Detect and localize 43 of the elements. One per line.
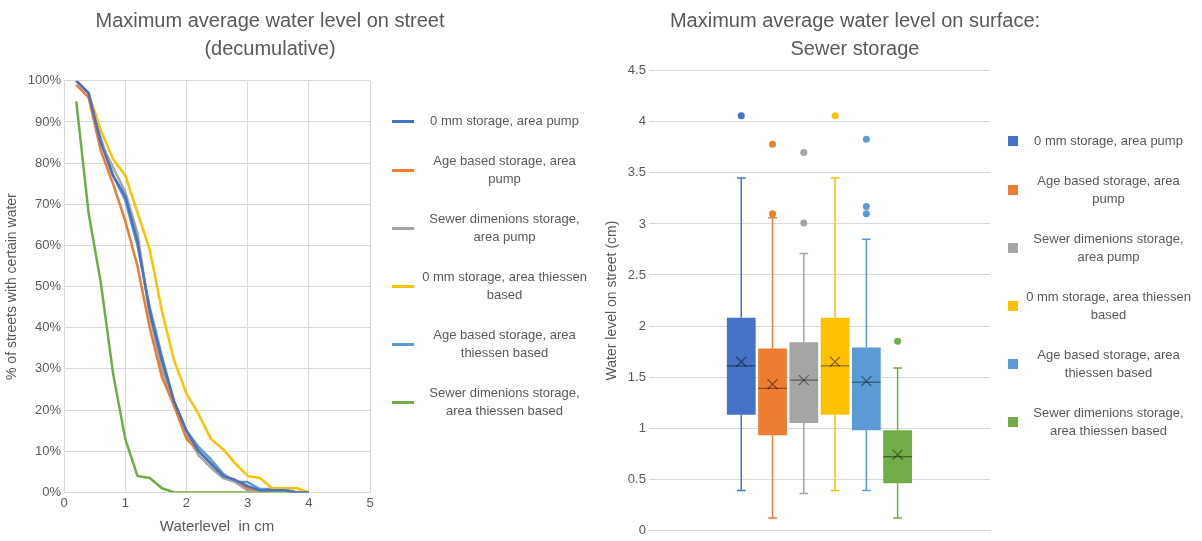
x-tick-label: 4	[305, 494, 313, 510]
y-tick-label: 80%	[35, 154, 62, 170]
chart-title: Maximum average water level on street (decumulative)	[94, 8, 446, 61]
legend-label: 0 mm storage, area pump	[429, 112, 580, 130]
legend-label: Sewer dimenions storage, area thiessen based	[428, 384, 581, 420]
y-tick-label: 1.5	[627, 368, 646, 384]
y-axis-title: Water level on street (cm)	[603, 220, 620, 381]
legend-label: Age based storage, area pump	[1036, 172, 1181, 208]
y-tick-label: 70%	[35, 195, 62, 211]
legend-label: 0 mm storage, area thiessen based	[1026, 288, 1191, 324]
y-axis-title: % of streets with certain water	[3, 192, 20, 380]
legend-label: Age based storage, area thiessen based	[1036, 346, 1181, 382]
y-tick-label: 60%	[35, 237, 62, 253]
legend-label: Age based storage, area pump	[432, 152, 577, 188]
y-tick-label: 1	[638, 419, 646, 435]
y-tick-label: 4	[638, 113, 646, 129]
legend-label: 0 mm storage, area thiessen based	[422, 268, 587, 304]
x-axis-title: Waterlevel in cm	[159, 517, 275, 535]
legend-label: 0 mm storage, area pump	[1033, 132, 1184, 150]
legend-label: Sewer dimenions storage, area pump	[428, 210, 581, 246]
y-tick-label: 2	[638, 317, 646, 333]
y-tick-label: 90%	[35, 113, 62, 129]
y-tick-label: 0	[638, 521, 646, 537]
y-tick-label: 3	[638, 215, 646, 231]
y-tick-label: 20%	[35, 401, 62, 417]
legend-label: Age based storage, area thiessen based	[432, 326, 577, 362]
y-tick-label: 10%	[35, 442, 62, 458]
y-tick-label: 3.5	[627, 164, 646, 180]
y-tick-label: 30%	[35, 360, 62, 376]
x-tick-label: 2	[182, 494, 191, 510]
x-tick-label: 5	[366, 494, 374, 510]
legend-label: Sewer dimenions storage, area pump	[1032, 230, 1185, 266]
y-tick-label: 2.5	[627, 266, 646, 282]
y-tick-label: 40%	[35, 319, 62, 335]
legend-label: Sewer dimenions storage, area thiessen based	[1032, 404, 1185, 440]
x-tick-label: 3	[244, 494, 252, 510]
x-tick-label: 1	[121, 494, 129, 510]
chart-title: Maximum average water level on surface: Sewer storage	[668, 8, 1042, 61]
y-tick-label: 0.5	[627, 470, 646, 486]
y-tick-label: 50%	[35, 278, 62, 294]
y-tick-label: 100%	[27, 72, 62, 88]
y-tick-label: 4.5	[627, 62, 646, 78]
y-tick-label: 0%	[42, 483, 62, 499]
